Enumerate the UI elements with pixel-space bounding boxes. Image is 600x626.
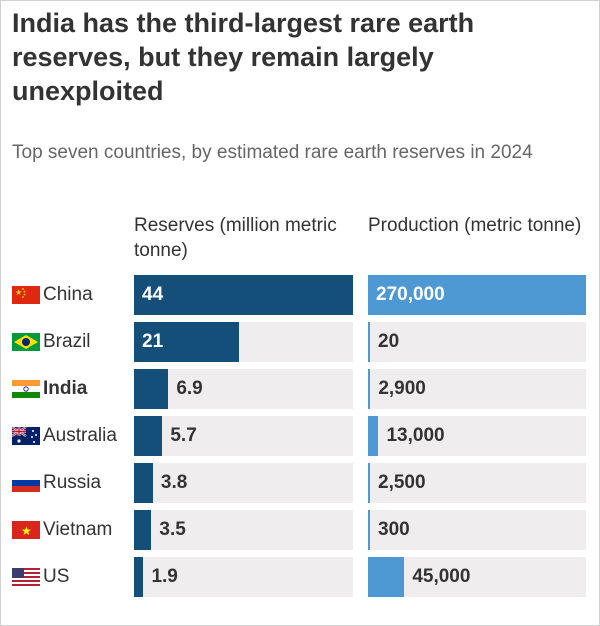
production-track-vietnam: [368, 510, 586, 550]
svg-text:★: ★: [15, 288, 22, 297]
country-label-brazil: Brazil: [43, 331, 91, 352]
chart-subtitle: Top seven countries, by estimated rare e…: [12, 142, 533, 163]
production-track-russia: [368, 463, 586, 503]
production-track-australia: [368, 416, 586, 456]
vietnam-flag-icon: ★: [12, 521, 40, 539]
production-bar-australia: [368, 416, 379, 456]
reserves-track-australia: [134, 416, 353, 456]
production-value-label-russia: 2,500: [378, 472, 426, 493]
reserves-value-label-australia: 5.7: [170, 425, 197, 446]
production-bar-brazil: [368, 322, 370, 362]
reserves-value-label-india: 6.9: [176, 378, 203, 399]
country-label-us: US: [43, 566, 70, 587]
reserves-track-us: [134, 557, 353, 597]
reserves-track-russia: [134, 463, 353, 503]
production-bar-china: [368, 275, 586, 315]
country-label-china: China: [43, 284, 93, 305]
chart-title: India has the third-largest rare earth r…: [12, 8, 475, 106]
production-value-label-us: 45,000: [412, 566, 471, 587]
brazil-flag-icon: [12, 333, 40, 351]
reserves-track-vietnam: [134, 510, 353, 550]
reserves-bar-brazil: [134, 322, 239, 362]
reserves-bar-russia: [134, 463, 153, 503]
country-label-australia: Australia: [43, 425, 117, 446]
india-flag-icon: [12, 380, 40, 398]
australia-flag-icon: [12, 427, 40, 445]
production-value-label-australia: 13,000: [386, 425, 445, 446]
production-value-label-india: 2,900: [378, 378, 426, 399]
production-column-header: Production (metric tonne): [368, 215, 582, 236]
reserves-value-label-china: 44: [142, 284, 164, 305]
reserves-bar-china: [134, 275, 353, 315]
china-flag-icon: ★: [12, 286, 40, 304]
country-label-india: India: [43, 378, 88, 399]
production-value-label-china: 270,000: [376, 284, 445, 305]
us-flag-icon: [12, 568, 40, 586]
production-track-brazil: [368, 322, 586, 362]
reserves-column-header: Reserves (million metric tonne): [134, 215, 337, 261]
reserves-value-label-russia: 3.8: [160, 472, 188, 493]
reserves-bar-vietnam: [134, 510, 152, 550]
reserves-bar-us: [134, 557, 144, 597]
reserves-bar-india: [134, 369, 169, 409]
production-track-us: [368, 557, 586, 597]
country-label-vietnam: Vietnam: [43, 519, 113, 540]
production-track-india: [368, 369, 586, 409]
russia-flag-icon: [12, 474, 40, 492]
production-value-label-vietnam: 300: [378, 519, 410, 540]
country-label-russia: Russia: [43, 472, 102, 493]
reserves-track-india: [134, 369, 353, 409]
production-bar-india: [368, 369, 371, 409]
production-bar-vietnam: [368, 510, 370, 550]
production-bar-russia: [368, 463, 371, 503]
svg-text:★: ★: [21, 524, 32, 538]
reserves-value-label-vietnam: 3.5: [159, 519, 186, 540]
reserves-value-label-brazil: 21: [142, 331, 164, 352]
production-value-label-brazil: 20: [378, 331, 400, 352]
reserves-bar-australia: [134, 416, 163, 456]
reserves-value-label-us: 1.9: [151, 566, 178, 587]
production-bar-us: [368, 557, 405, 597]
